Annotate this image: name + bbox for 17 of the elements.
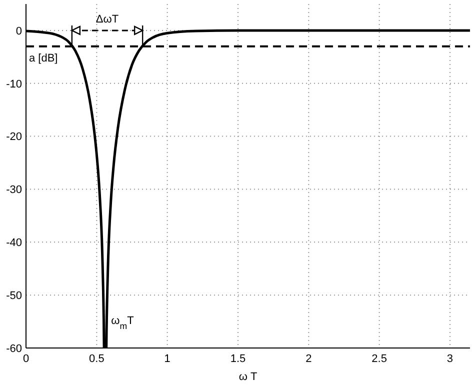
y-tick-label: -60 bbox=[6, 342, 22, 355]
y-tick-label: -10 bbox=[6, 78, 22, 90]
y-tick-label: 0 bbox=[16, 25, 22, 38]
annotation: ω$_{m}$T bbox=[111, 315, 134, 331]
y-tick-label: -30 bbox=[6, 184, 22, 196]
x-tick-label: 0.5 bbox=[89, 352, 104, 365]
x-tick-label: 2.5 bbox=[372, 352, 387, 365]
x-tick-label: 3 bbox=[446, 352, 454, 365]
x-tick-label: 1.5 bbox=[230, 352, 246, 365]
x-axis-title: ω T bbox=[238, 371, 258, 383]
y-tick-label: -40 bbox=[6, 237, 22, 250]
y-tick-label: -50 bbox=[6, 290, 22, 302]
y-tick-label: -20 bbox=[6, 131, 22, 144]
x-tick-label: 2 bbox=[306, 352, 312, 365]
x-tick-label: 1 bbox=[164, 352, 170, 365]
ref-line-label: a [dB] bbox=[29, 52, 58, 64]
annotation: ΔωT bbox=[96, 13, 119, 26]
